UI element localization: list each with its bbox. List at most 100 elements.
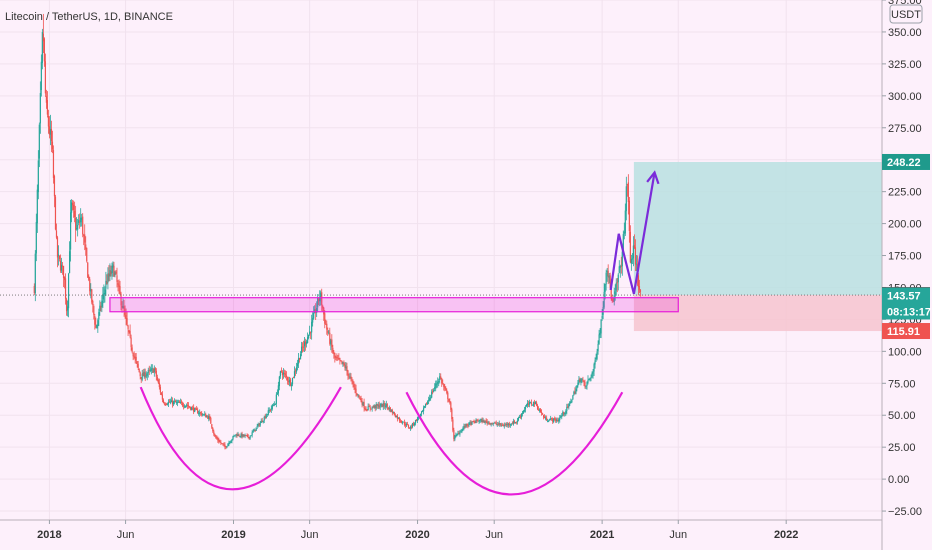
candle-body (81, 217, 83, 220)
candle-body (371, 406, 373, 409)
candle-body (393, 412, 395, 416)
candle-body (538, 409, 541, 411)
candle-body (145, 375, 147, 377)
candle-body (512, 421, 514, 425)
candle-body (532, 401, 535, 406)
candle-body (360, 398, 362, 402)
price-tag-countdown (882, 303, 930, 320)
candle-body (230, 441, 232, 443)
candle-body (599, 333, 601, 336)
candle-body (276, 393, 278, 395)
candle-body (261, 420, 263, 422)
candle-body (528, 401, 531, 405)
candle-body (329, 332, 331, 344)
y-tick-label: 225.00 (888, 187, 922, 199)
candle-body (271, 404, 273, 409)
candle-body (266, 414, 268, 416)
candle-body (253, 429, 255, 432)
candle-body (237, 434, 239, 436)
candle-body (106, 281, 108, 284)
candle-body (114, 272, 116, 276)
candle-body (185, 405, 188, 407)
candle-body (509, 424, 511, 426)
price-tag-last-label: 143.57 (887, 291, 921, 303)
candle-body (138, 368, 140, 373)
candle-body (301, 346, 304, 348)
candle-body (135, 356, 137, 361)
candle-body (478, 421, 480, 422)
currency-button-label: USDT (891, 9, 921, 21)
candle-body (309, 331, 311, 335)
candle-body (248, 437, 250, 439)
candle-body (609, 275, 611, 288)
candle-body (122, 305, 124, 309)
candle-body (612, 300, 614, 302)
y-tick-label: 325.00 (888, 59, 922, 71)
currency-button[interactable]: USDT (889, 4, 923, 24)
candle-body (235, 434, 237, 436)
candle-body (598, 334, 600, 344)
candle-body (561, 415, 563, 417)
candle-body (449, 401, 451, 403)
candle-body (229, 442, 231, 444)
candle-body (59, 260, 62, 271)
price-axis[interactable]: −25.000.0025.0050.0075.00100.00125.00150… (882, 0, 922, 518)
candle-body (556, 420, 558, 421)
candle-body (345, 366, 347, 369)
candle-body (353, 384, 355, 388)
candle-body (576, 385, 578, 389)
candle-body (617, 274, 619, 283)
candle-body (518, 417, 521, 418)
candle-body (318, 298, 320, 301)
candle-body (448, 398, 450, 402)
time-axis[interactable]: 2018 Jun 2019 Jun 2020 Jun 2021 Jun 2022 (37, 520, 798, 541)
candle-body (388, 407, 390, 410)
candle-body (473, 421, 475, 423)
candle-body (258, 424, 260, 426)
candle-body (42, 33, 44, 42)
candle-body (113, 265, 115, 277)
candle-body (456, 434, 458, 436)
candle-body (101, 300, 103, 307)
candle-body (262, 420, 264, 423)
candle-body (472, 420, 474, 422)
candle-body (104, 289, 106, 295)
candle-body (437, 381, 439, 384)
candle-body (93, 306, 95, 315)
candle-body (172, 401, 175, 405)
candle-body (361, 400, 363, 405)
candle-body (232, 436, 234, 440)
candle-body (541, 411, 543, 414)
candle-body (148, 369, 150, 371)
candle-body (620, 266, 622, 268)
candle-body (84, 234, 86, 243)
candle-body (280, 370, 282, 372)
candle-body (252, 431, 254, 433)
candle-body (268, 410, 270, 412)
candle-body (560, 416, 562, 418)
candle-body (210, 417, 212, 424)
candle-body (123, 306, 125, 312)
candle-body (385, 404, 387, 407)
candle-body (450, 402, 452, 410)
candle-body (197, 409, 199, 414)
candle-body (119, 286, 121, 295)
candle-body (401, 422, 404, 424)
stop-zone (633, 295, 882, 332)
candle-body (597, 343, 599, 352)
candle-body (479, 420, 481, 421)
candle-body (315, 309, 317, 314)
candle-body (321, 292, 323, 306)
candle-body (607, 270, 609, 277)
price-tag-stop-label: 115.91 (887, 326, 920, 338)
candle-body (614, 291, 616, 295)
candle-body (169, 401, 172, 403)
candle-body (233, 435, 235, 437)
candle-body (626, 184, 628, 186)
candle-body (133, 355, 135, 357)
candle-body (79, 221, 81, 223)
candle-body (336, 356, 338, 358)
candle-body (630, 259, 632, 264)
